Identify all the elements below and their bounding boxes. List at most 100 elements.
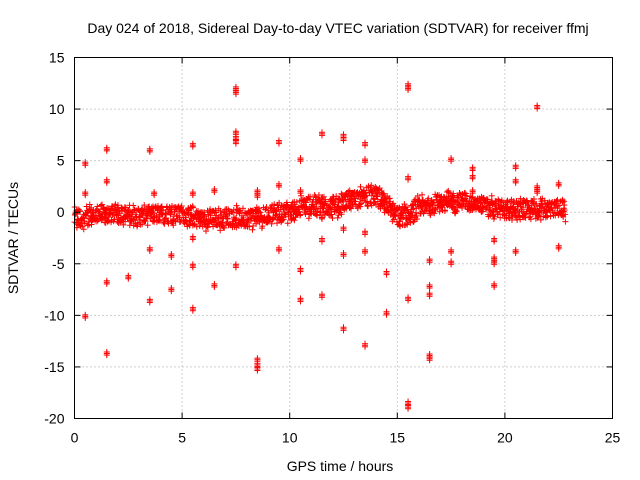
data-point <box>340 327 347 334</box>
data-point <box>459 204 466 211</box>
data-point <box>554 196 561 203</box>
data-point <box>534 105 541 112</box>
data-point <box>275 140 282 147</box>
chart-title: Day 024 of 2018, Sidereal Day-to-day VTE… <box>87 20 588 36</box>
y-tick-label: 15 <box>49 50 65 66</box>
grid <box>74 57 613 419</box>
data-point <box>395 206 402 213</box>
y-tick-label: -10 <box>44 307 64 323</box>
data-point <box>291 217 298 224</box>
y-axis-label: SDTVAR / TECUs <box>5 182 21 294</box>
data-point <box>190 204 197 211</box>
data-point <box>240 205 247 212</box>
data-point <box>368 182 375 189</box>
data-point <box>280 216 287 223</box>
data-point <box>81 220 88 227</box>
x-tick-label: 20 <box>497 430 513 446</box>
data-point <box>362 249 369 256</box>
data-points <box>71 80 569 412</box>
data-point <box>302 209 309 216</box>
data-point <box>562 211 569 218</box>
data-point <box>527 216 534 223</box>
data-point <box>488 192 495 199</box>
data-point <box>512 165 519 172</box>
data-point <box>84 222 91 229</box>
data-point <box>426 259 433 266</box>
data-point <box>537 216 544 223</box>
data-point <box>317 209 324 216</box>
data-point <box>452 208 459 215</box>
data-point <box>338 211 345 218</box>
data-point <box>80 226 87 233</box>
data-point <box>130 202 137 209</box>
data-point <box>538 204 545 211</box>
data-point <box>348 205 355 212</box>
data-point <box>442 207 449 214</box>
data-point <box>454 198 461 205</box>
data-point <box>338 190 345 197</box>
data-point <box>479 208 486 215</box>
data-point <box>413 205 420 212</box>
data-point <box>307 193 314 200</box>
data-point <box>448 261 455 268</box>
data-point <box>160 207 167 214</box>
data-point <box>284 220 291 227</box>
data-point <box>249 226 256 233</box>
y-tick-label: -20 <box>44 411 64 427</box>
data-point <box>491 213 498 220</box>
data-point <box>536 211 543 218</box>
data-point <box>139 221 146 228</box>
data-point <box>392 213 399 220</box>
data-point <box>217 227 224 234</box>
data-point <box>318 132 325 139</box>
data-point <box>357 203 364 210</box>
data-point <box>254 367 261 374</box>
data-point <box>399 214 406 221</box>
data-point <box>414 216 421 223</box>
data-point <box>233 202 240 209</box>
data-point <box>98 213 105 220</box>
data-point <box>383 271 390 278</box>
data-point <box>103 352 110 359</box>
x-tick-label: 5 <box>178 430 186 446</box>
data-point <box>275 183 282 190</box>
data-point <box>120 221 127 228</box>
data-point <box>425 195 432 202</box>
data-point <box>318 238 325 245</box>
data-point <box>246 223 253 230</box>
data-point <box>178 202 185 209</box>
data-point <box>168 288 175 295</box>
data-point <box>332 198 339 205</box>
data-point <box>554 203 561 210</box>
data-point <box>103 147 110 154</box>
data-point <box>82 314 89 321</box>
data-point <box>146 247 153 254</box>
data-point <box>407 219 414 226</box>
data-point <box>383 311 390 318</box>
data-point <box>313 201 320 208</box>
data-point <box>337 207 344 214</box>
data-point <box>555 182 562 189</box>
data-point <box>450 203 457 210</box>
data-point <box>173 213 180 220</box>
x-tick-label: 25 <box>605 430 621 446</box>
data-point <box>232 91 239 98</box>
data-point <box>318 294 325 301</box>
data-point <box>232 140 239 147</box>
y-tick-label: -5 <box>52 256 65 272</box>
data-point <box>189 143 196 150</box>
data-point <box>164 203 171 210</box>
data-point <box>530 196 537 203</box>
data-point <box>379 191 386 198</box>
data-point <box>315 192 322 199</box>
data-point <box>118 208 125 215</box>
data-point <box>275 247 282 254</box>
data-point <box>297 158 304 165</box>
data-point <box>358 200 365 207</box>
data-point <box>189 264 196 271</box>
data-point <box>146 148 153 155</box>
data-point <box>112 201 119 208</box>
data-point <box>298 192 305 199</box>
data-point <box>448 249 455 256</box>
data-point <box>211 283 218 290</box>
